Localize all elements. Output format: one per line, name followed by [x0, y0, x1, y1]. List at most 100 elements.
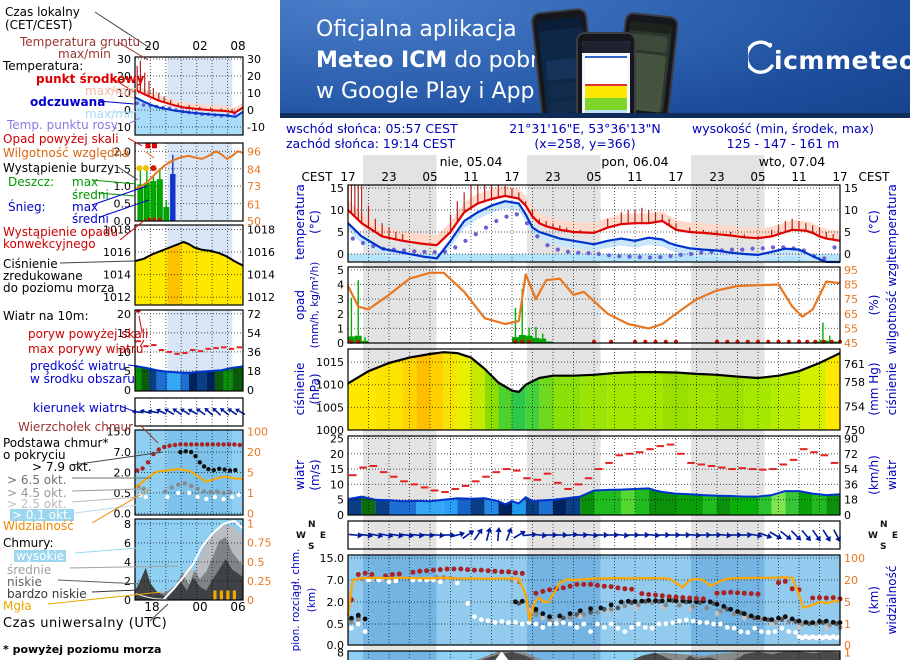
svg-text:5: 5 [337, 226, 344, 239]
axis-title-chmury-left: pion. rozciągł. chm. [290, 548, 302, 652]
legend-callout-line [127, 117, 141, 125]
svg-text:1: 1 [844, 618, 851, 631]
svg-text:96: 96 [247, 145, 261, 158]
app-banner[interactable]: Oficjalna aplikacja Meteo ICM do pobrani… [280, 0, 910, 118]
svg-text:100: 100 [247, 426, 268, 439]
svg-text:0: 0 [844, 639, 851, 652]
altitude-label: wysokość (min, środek, max) [692, 121, 874, 136]
svg-text:3: 3 [337, 293, 344, 306]
series-cisnienie [134, 240, 244, 267]
series-podstawa-79 [349, 597, 843, 625]
chart-main-winddir [347, 520, 841, 550]
svg-text:0: 0 [337, 248, 344, 261]
svg-text:0: 0 [247, 384, 254, 397]
svg-text:10: 10 [330, 204, 344, 217]
svg-text:75: 75 [844, 293, 858, 306]
altitude-info: wysokość (min, środek, max) 125 - 147 - … [678, 121, 888, 151]
series-temperatura-gruntu-max [347, 185, 841, 241]
legend-callout-line [69, 565, 179, 569]
axis-title-cisnienie-left: ciśnienie [293, 362, 307, 416]
legend-chmury_h: Chmury: [3, 536, 54, 550]
svg-text:15.0: 15.0 [320, 552, 345, 565]
legend-callout-line [119, 218, 147, 241]
chart-main-temperature: 15 10 5 0 15 10 5 0 [330, 182, 858, 264]
svg-text:5: 5 [247, 467, 254, 480]
legend-bnisk: bardzo niskie [7, 587, 87, 601]
svg-text:1: 1 [247, 518, 254, 531]
svg-text:0: 0 [247, 104, 254, 117]
axis-unit-widzialnosc-right: (km) [867, 585, 881, 615]
svg-text:0.0: 0.0 [114, 215, 132, 228]
svg-text:90: 90 [844, 432, 858, 445]
legend-cisn3: do poziomu morza [3, 281, 115, 295]
svg-text:0.0: 0.0 [114, 507, 132, 520]
axis-title-cisnienie-right: ciśnienie [885, 362, 899, 416]
svg-text:1: 1 [247, 487, 254, 500]
svg-text:8: 8 [124, 518, 131, 531]
svg-text:5: 5 [844, 226, 851, 239]
svg-text:20: 20 [117, 308, 131, 321]
series-kierunek-wiatru [348, 527, 841, 543]
mini-hour-top: 02 [192, 39, 207, 53]
legend-callout-line [74, 504, 138, 514]
banner-line1: Oficjalna aplikacja [316, 17, 517, 42]
legend-snieg_sr: średni [72, 212, 109, 226]
svg-text:5: 5 [844, 596, 851, 609]
svg-text:18: 18 [844, 494, 858, 507]
legend-snieg_l: Śnieg: [8, 200, 46, 214]
series-wierzcholek [135, 442, 242, 473]
meteogram-main: Oficjalna aplikacja Meteo ICM do pobrani… [280, 0, 910, 660]
series-max-porywy-wiatru [349, 443, 839, 494]
svg-text:4: 4 [337, 279, 344, 292]
legend-callout-line [99, 199, 150, 218]
svg-text:54: 54 [844, 463, 858, 476]
hour-label: 11 [791, 170, 806, 184]
svg-text:84: 84 [247, 164, 261, 177]
phones-illustration [528, 4, 688, 113]
axis-unit-temperatura-left: (°C) [308, 210, 322, 234]
legend-predk2: w środku obszaru [30, 372, 135, 386]
svg-text:20: 20 [844, 574, 858, 587]
legend-callout-line [91, 488, 151, 524]
svg-text:754: 754 [844, 400, 865, 413]
hour-label: 17 [504, 170, 519, 184]
svg-text:10: 10 [117, 87, 131, 100]
svg-text:8: 8 [337, 647, 344, 660]
legend-callout-line [107, 87, 135, 99]
svg-text:0.5: 0.5 [327, 618, 345, 631]
axis-title-opad-left: opad [293, 290, 307, 320]
series-widzialnosc [134, 468, 243, 489]
legend-sred: średnie [7, 563, 52, 577]
legend-deszcz_sr: średni [72, 188, 109, 202]
series-kierunek [131, 407, 246, 416]
legend-okt01: > 0.1 okt. [10, 508, 74, 522]
legend-callout-line [91, 185, 148, 206]
legend-podst2: o pokryciu [3, 448, 66, 462]
series-podstawa-25 [369, 576, 829, 631]
chart-mini-layers: 8 6 4 2 0 1 0.75 0.5 0.25 0 [124, 518, 272, 607]
svg-text:1018: 1018 [103, 224, 131, 237]
legend-callout-line [74, 546, 151, 554]
legend-czas1: Czas lokalny [5, 5, 80, 19]
series-wysokie-granica [162, 519, 244, 601]
svg-text:10: 10 [844, 204, 858, 217]
legend-temp_h: Temperatura: [3, 59, 84, 73]
svg-text:-10: -10 [247, 121, 265, 134]
svg-text:1: 1 [844, 647, 851, 660]
chart-mini-pressure: 1018 1016 1014 1012 1018 1016 1014 1012 [103, 224, 275, 306]
legend-nisk: niskie [7, 575, 42, 589]
legend-maxpor: max porywy wiatru [28, 342, 144, 356]
legend-callout-line [47, 591, 163, 605]
legend-callout-line [139, 339, 145, 348]
sun-info: wschód słońca: 05:57 CEST zachód słońca:… [286, 121, 458, 151]
svg-text:1016: 1016 [103, 246, 131, 259]
svg-text:1014: 1014 [103, 269, 131, 282]
legend-snieg_max: max [72, 200, 99, 214]
legend-maxmin_r: max/min [85, 84, 138, 98]
svg-text:15.0: 15.0 [107, 426, 132, 439]
legend-callout-line [145, 151, 155, 159]
